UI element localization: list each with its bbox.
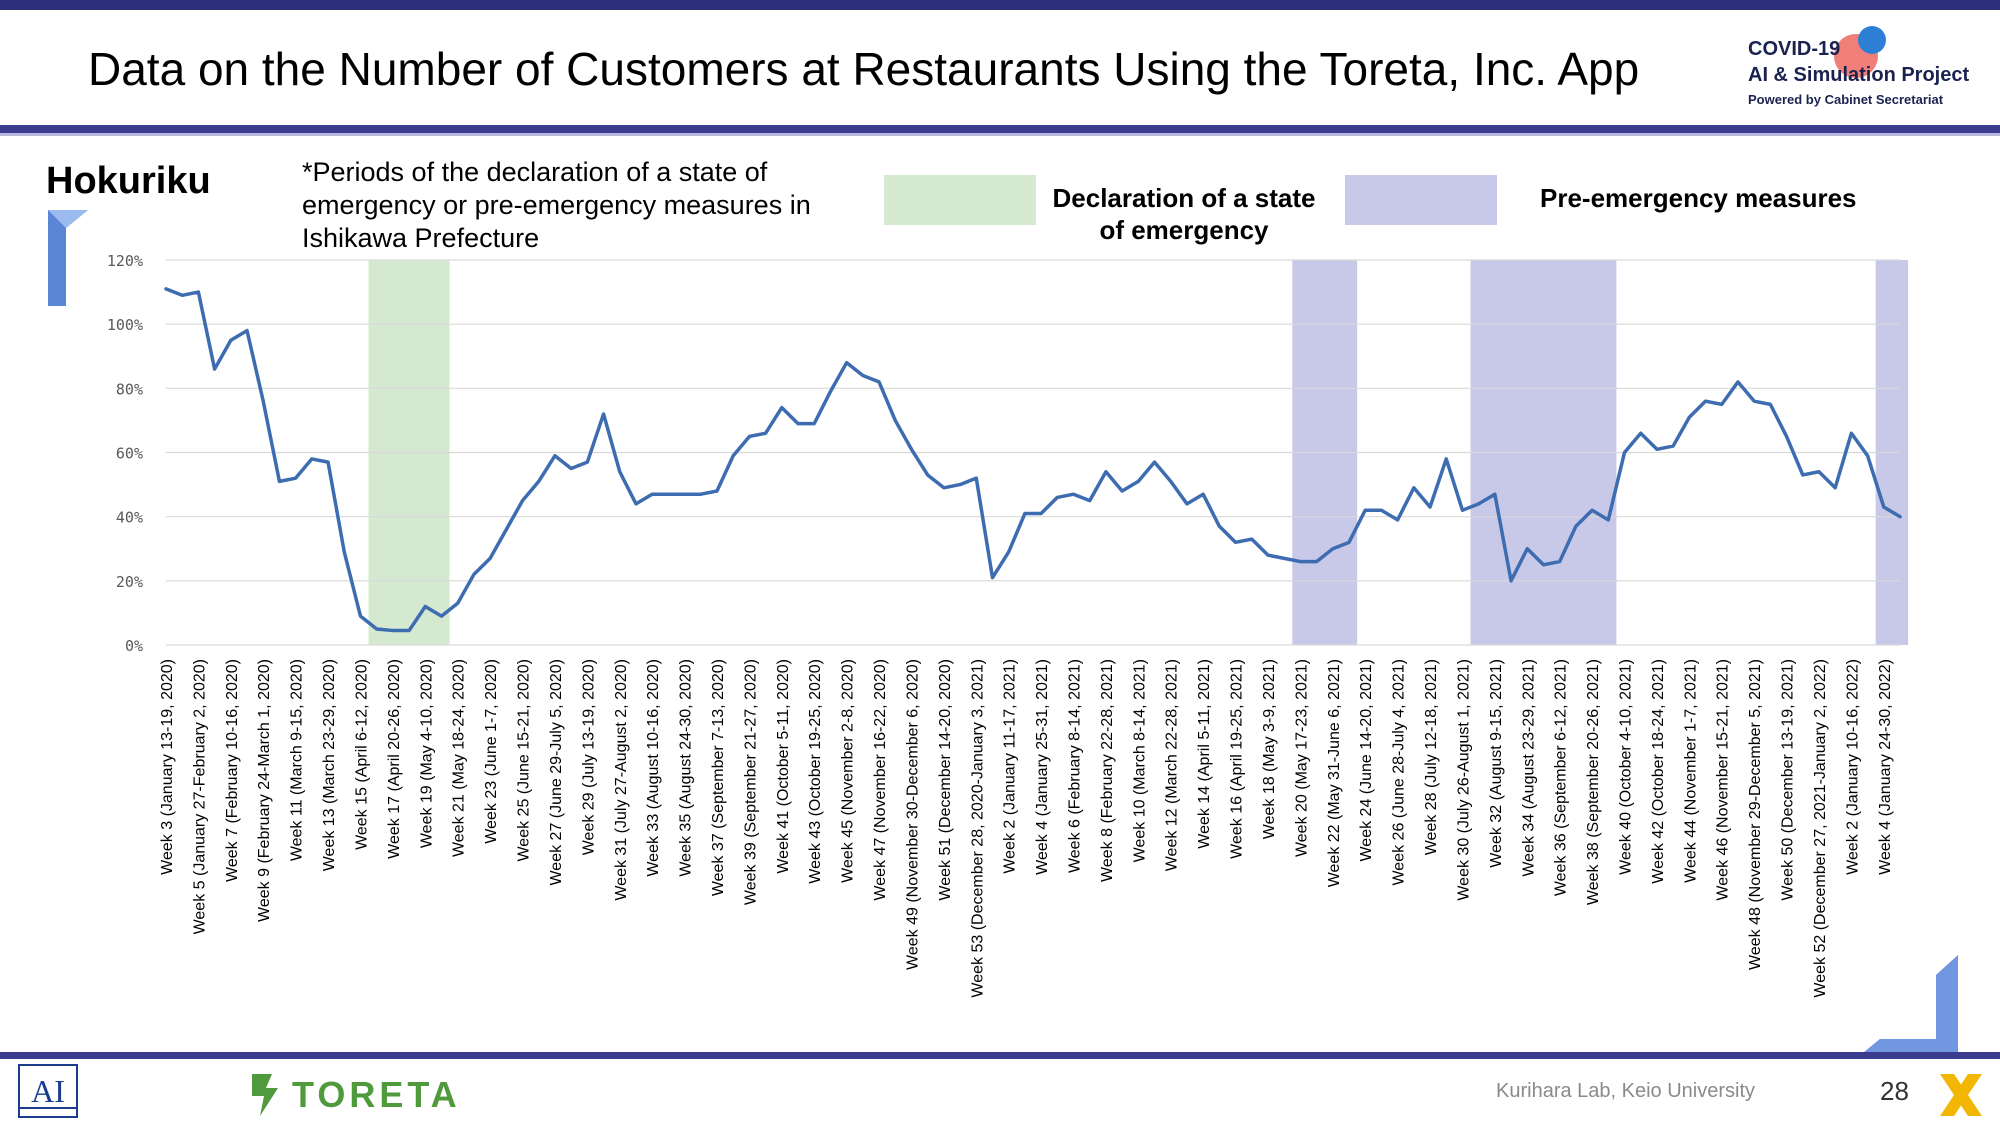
x-tick-label: Week 20 (May 17-23, 2021): [1293, 659, 1310, 857]
x-tick-label: Week 15 (April 6-12, 2020): [353, 659, 370, 850]
x-tick-label: Week 37 (September 7-13, 2020): [710, 659, 727, 896]
x-tick-label: Week 32 (August 9-15, 2021): [1488, 659, 1505, 868]
x-tick-label: Week 22 (May 31-June 6, 2021): [1326, 659, 1343, 887]
x-tick-label: Week 42 (October 18-24, 2021): [1650, 659, 1667, 884]
x-tick-label: Week 26 (June 28-July 4, 2021): [1391, 659, 1408, 886]
x-tick-label: Week 21 (May 18-24, 2020): [451, 659, 468, 857]
project-logo: COVID-19 AI & Simulation Project Powered…: [1748, 26, 1978, 114]
x-tick-label: Week 52 (December 27, 2021-January 2, 20…: [1812, 659, 1829, 998]
y-tick-label: 120%: [107, 252, 143, 270]
y-tick-label: 60%: [116, 445, 143, 463]
y-tick-label: 100%: [107, 316, 143, 334]
region-label: Hokuriku: [46, 160, 211, 202]
legend-emergency-swatch: [884, 175, 1036, 225]
x-tick-label: Week 23 (June 1-7, 2020): [483, 659, 500, 844]
y-axis-ticks: 0% 20% 40% 60% 80% 100% 120%: [107, 252, 143, 655]
x-tick-label: Week 24 (June 14-20, 2021): [1358, 659, 1375, 862]
x-tick-label: Week 41 (October 5-11, 2020): [775, 659, 792, 874]
x-tick-label: Week 29 (July 13-19, 2020): [580, 659, 597, 855]
x-tick-label: Week 11 (March 9-15, 2020): [289, 659, 306, 861]
x-tick-label: Week 10 (March 8-14, 2021): [1131, 659, 1148, 862]
legend-emergency-label: Declaration of a state of emergency: [1052, 183, 1316, 245]
x-tick-label: Week 44 (November 1-7, 2021): [1682, 659, 1699, 883]
x-tick-label: Week 19 (May 4-10, 2020): [418, 659, 435, 848]
x-tick-label: Week 48 (November 29-December 5, 2021): [1747, 659, 1764, 970]
title-divider: [0, 125, 2000, 133]
title-divider-shadow: [0, 133, 2000, 136]
footer-divider: [0, 1052, 2000, 1059]
top-accent-bar: [0, 0, 2000, 10]
x-tick-label: Week 40 (October 4-10, 2021): [1618, 659, 1635, 875]
x-tick-label: Week 39 (September 21-27, 2020): [742, 659, 759, 905]
x-tick-label: Week 45 (November 2-8, 2020): [840, 659, 857, 883]
x-tick-label: Week 3 (January 13-19, 2020): [159, 659, 176, 875]
x-tick-label: Week 49 (November 30-December 6, 2020): [904, 659, 921, 970]
x-tick-label: Week 46 (November 15-21, 2021): [1715, 659, 1732, 901]
page-number: 28: [1880, 1076, 1909, 1106]
x-tick-label: Week 16 (April 19-25, 2021): [1229, 659, 1246, 859]
corner-bracket-icon: [48, 210, 88, 306]
x-tick-label: Week 30 (July 26-August 1, 2021): [1455, 659, 1472, 901]
x-tick-label: Week 36 (September 6-12, 2021): [1553, 659, 1570, 896]
x-tick-label: Week 27 (June 29-July 5, 2020): [548, 659, 565, 886]
series-line: [164, 287, 1902, 633]
x-tick-label: Week 18 (May 3-9, 2021): [1261, 659, 1278, 839]
x-tick-label: Week 17 (April 20-26, 2020): [386, 659, 403, 859]
x-tick-label: Week 25 (June 15-21, 2020): [516, 659, 533, 862]
x-tick-label: Week 47 (November 16-22, 2020): [872, 659, 889, 901]
x-tick-label: Week 14 (April 5-11, 2021): [1196, 659, 1213, 849]
logo-line-3: Powered by Cabinet Secretariat: [1748, 92, 1944, 107]
x-tick-label: Week 53 (December 28, 2020-January 3, 20…: [969, 659, 986, 998]
customer-ratio-line: [164, 287, 1902, 633]
x-axis-ticks: Week 3 (January 13-19, 2020) Week 5 (Janu…: [159, 659, 1894, 998]
x-tick-label: Week 33 (August 10-16, 2020): [645, 659, 662, 877]
logo-line-2: AI & Simulation Project: [1748, 64, 1970, 86]
period-note: *Periods of the declaration of a state o…: [302, 157, 811, 253]
x-tick-label: Week 12 (March 22-28, 2021): [1164, 659, 1181, 871]
x-tick-label: Week 35 (August 24-30, 2020): [678, 659, 695, 877]
x-tick-label: Week 51 (December 14-20, 2020): [937, 659, 954, 901]
x-logo-icon: [1940, 1074, 1982, 1116]
x-tick-label: Week 6 (February 8-14, 2021): [1067, 659, 1084, 873]
x-tick-label: Week 28 (July 12-18, 2021): [1423, 659, 1440, 855]
customer-line-chart: 0% 20% 40% 60% 80% 100% 120% Week 3 (January 1…: [107, 252, 1909, 998]
x-tick-label: Week 2 (January 10-16, 2022): [1844, 659, 1861, 875]
y-tick-label: 40%: [116, 509, 143, 527]
x-tick-label: Week 34 (August 23-29, 2021): [1520, 659, 1537, 877]
x-tick-label: Week 4 (January 25-31, 2021): [1034, 659, 1051, 875]
logo-blue-circle: [1858, 26, 1886, 54]
x-tick-label: Week 9 (February 24-March 1, 2020): [256, 659, 273, 922]
x-tick-label: Week 38 (September 20-26, 2021): [1585, 659, 1602, 905]
toreta-wordmark: TORETA: [292, 1074, 461, 1115]
svg-text:AI: AI: [31, 1073, 65, 1109]
gridlines: [166, 259, 1900, 646]
lab-credit: Kurihara Lab, Keio University: [1496, 1080, 1756, 1102]
toreta-leaf-icon: [252, 1074, 278, 1116]
legend-preemergency-swatch: [1345, 175, 1497, 225]
y-tick-label: 80%: [116, 380, 143, 398]
toreta-logo: TORETA: [246, 1070, 457, 1120]
x-tick-label: Week 13 (March 23-29, 2020): [321, 659, 338, 871]
logo-line-1: COVID-19: [1748, 38, 1841, 60]
x-tick-label: Week 31 (July 27-August 2, 2020): [613, 659, 630, 901]
x-tick-label: Week 8 (February 22-28, 2021): [1099, 659, 1116, 882]
lab-logo-icon: AI: [18, 1064, 78, 1118]
x-tick-label: Week 4 (January 24-30, 2022): [1877, 659, 1894, 875]
legend-preemergency-label: Pre-emergency measures: [1540, 183, 1857, 213]
x-tick-label: Week 50 (December 13-19, 2021): [1780, 659, 1797, 901]
page-title: Data on the Number of Customers at Resta…: [88, 43, 1640, 95]
x-tick-label: Week 5 (January 27-February 2, 2020): [191, 659, 208, 934]
corner-bracket-icon: [1858, 955, 1958, 1057]
x-tick-label: Week 2 (January 11-17, 2021): [1002, 659, 1019, 874]
y-tick-label: 20%: [116, 573, 143, 591]
y-tick-label: 0%: [125, 637, 143, 655]
x-tick-label: Week 7 (February 10-16, 2020): [224, 659, 241, 882]
x-tick-label: Week 43 (October 19-25, 2020): [807, 659, 824, 884]
